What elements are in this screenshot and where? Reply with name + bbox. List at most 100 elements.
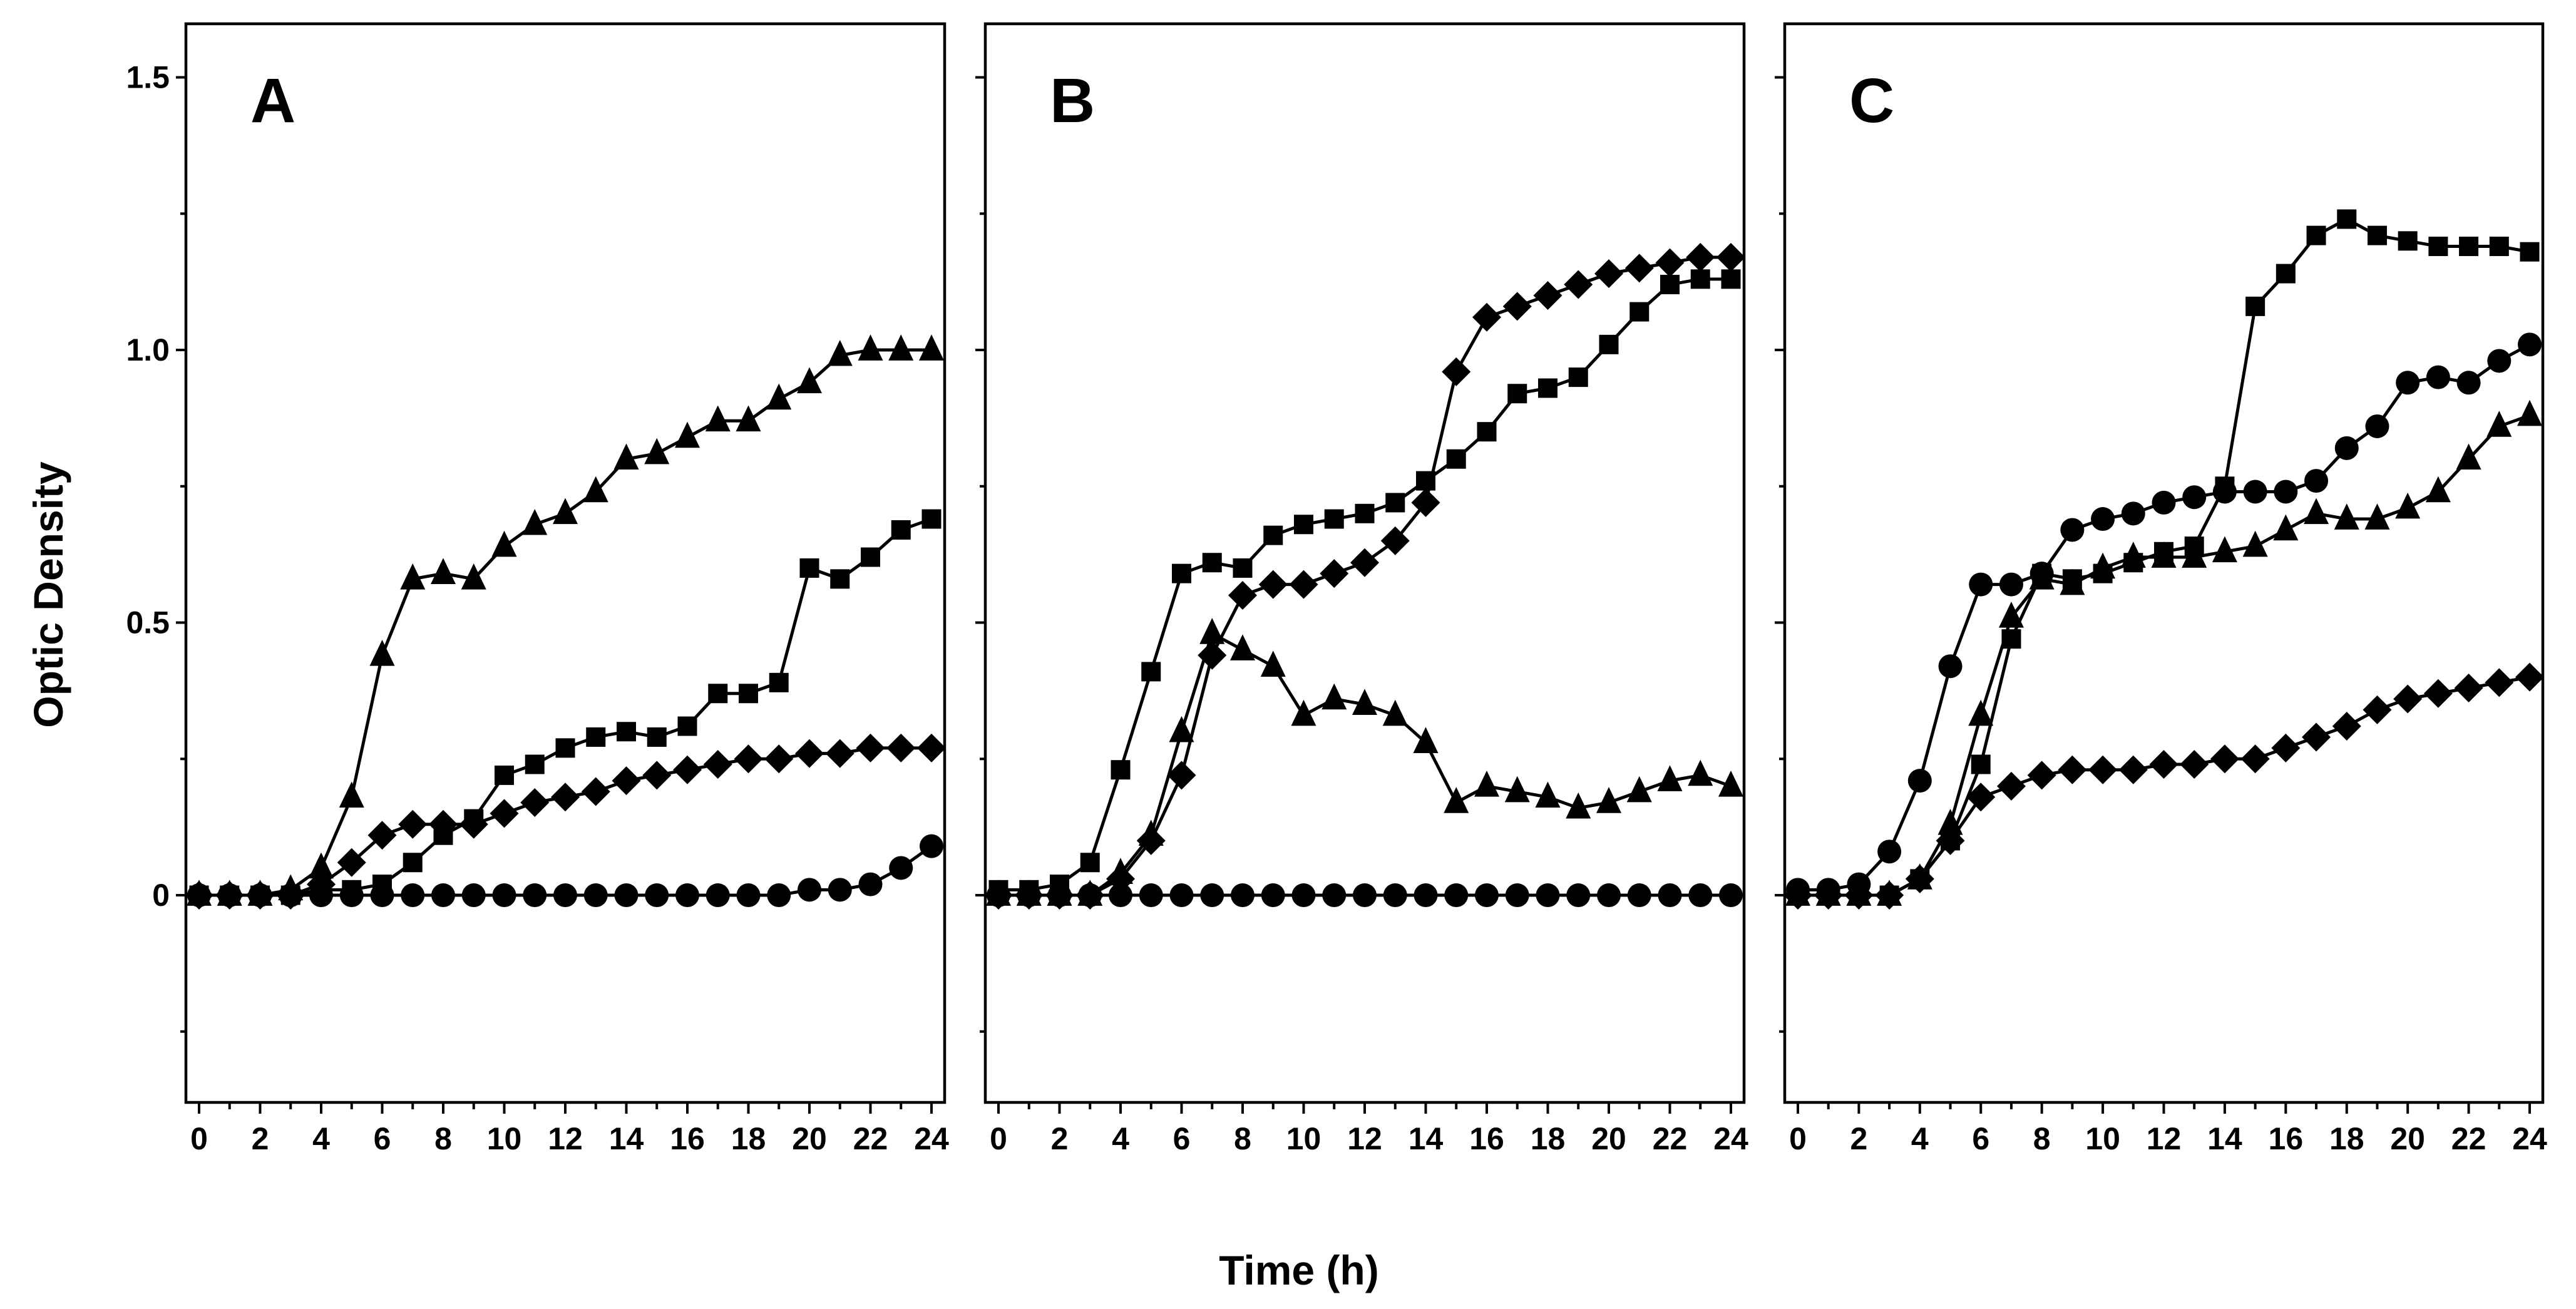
data-point-square [1538, 378, 1557, 398]
x-tick-label: 6 [1173, 1121, 1191, 1156]
data-point-circle [1169, 883, 1194, 908]
data-point-circle [1139, 883, 1163, 908]
data-point-square [769, 672, 789, 692]
data-point-triangle [919, 334, 944, 361]
data-point-triangle [1718, 771, 1743, 797]
data-point-square [1172, 563, 1191, 583]
data-point-triangle [1444, 787, 1469, 813]
data-point-diamond [2393, 684, 2423, 714]
panel-letter: B [1050, 66, 1095, 136]
data-point-triangle [1937, 808, 1963, 835]
x-tick-label: 12 [548, 1121, 583, 1156]
data-point-diamond [1966, 783, 1996, 812]
data-point-circle [523, 883, 547, 908]
data-point-triangle [1108, 858, 1133, 884]
data-point-triangle [309, 852, 334, 879]
data-point-diamond [1905, 864, 1934, 893]
data-point-square [830, 569, 850, 589]
data-point-circle [2121, 501, 2145, 526]
data-point-diamond [764, 744, 794, 774]
x-axis-title: Time (h) [1219, 1247, 1378, 1293]
data-point-circle [1877, 839, 1902, 864]
data-point-diamond [1167, 761, 1196, 790]
x-tick-label: 14 [2207, 1121, 2242, 1156]
data-point-square [1721, 269, 1741, 289]
data-point-triangle [2029, 563, 2055, 590]
data-point-triangle [1504, 776, 1530, 803]
data-point-triangle [1566, 792, 1591, 819]
data-point-diamond [1844, 881, 1874, 910]
series-line [199, 348, 931, 897]
data-point-diamond [703, 749, 732, 779]
data-point-diamond [673, 755, 702, 784]
data-point-triangle [858, 334, 883, 361]
x-tick-label: 16 [1469, 1121, 1504, 1156]
data-point-triangle [553, 498, 578, 525]
data-point-triangle [1169, 716, 1194, 742]
data-point-circle [553, 883, 577, 908]
data-point-circle [248, 883, 272, 908]
data-point-circle [889, 856, 913, 880]
data-point-circle [2518, 332, 2542, 357]
data-point-triangle [766, 383, 792, 410]
data-point-triangle [583, 476, 608, 503]
data-point-triangle [2364, 503, 2390, 530]
data-point-diamond [1472, 302, 1501, 332]
data-point-diamond [1289, 570, 1318, 599]
x-tick-label: 4 [312, 1121, 330, 1156]
y-axis-title: Optic Density [25, 461, 71, 728]
data-point-circle [1047, 883, 1072, 908]
data-point-circle [2274, 480, 2298, 504]
data-point-square [1294, 515, 1313, 535]
data-point-diamond [2485, 668, 2514, 697]
data-point-diamond [1320, 559, 1349, 588]
data-point-triangle [1626, 776, 1652, 803]
x-tick-label: 2 [1850, 1121, 1868, 1156]
data-point-diamond [612, 766, 641, 796]
data-point-circle [1688, 883, 1713, 908]
panel-b: 0 2 4 6 8 10 12 14 16 18 20 22 24B [975, 22, 1748, 1156]
x-tick-label: 22 [853, 1121, 888, 1156]
data-point-triangle [1138, 819, 1164, 846]
data-point-square [525, 754, 545, 774]
data-point-square [555, 738, 575, 758]
x-tick-label: 20 [792, 1121, 827, 1156]
x-tick-label: 24 [2512, 1121, 2547, 1156]
x-tick-label: 8 [1234, 1121, 1251, 1156]
data-point-circle [2243, 480, 2267, 504]
data-point-diamond [337, 848, 366, 877]
data-point-square [1971, 754, 1991, 774]
data-point-circle [675, 883, 699, 908]
data-point-diamond [2088, 755, 2118, 784]
data-point-triangle [1352, 689, 1377, 715]
data-point-circle [2365, 414, 2389, 438]
data-point-circle [645, 883, 669, 908]
data-point-triangle [431, 558, 456, 584]
data-point-triangle [522, 508, 548, 535]
data-point-circle [987, 883, 1010, 908]
data-point-triangle [2151, 542, 2177, 568]
data-point-diamond [2058, 755, 2087, 784]
x-tick-label: 0 [190, 1121, 208, 1156]
data-point-circle [1383, 883, 1407, 908]
data-point-diamond [1624, 254, 1654, 283]
x-tick-label: 18 [2329, 1121, 2364, 1156]
data-point-circle [309, 883, 333, 908]
panel-c: 0 2 4 6 8 10 12 14 16 18 20 22 24C [1775, 22, 2547, 1156]
x-tick-label: 24 [914, 1121, 949, 1156]
data-point-triangle [797, 367, 822, 394]
data-point-triangle [2395, 492, 2421, 519]
data-point-triangle [1596, 787, 1621, 813]
x-tick-label: 6 [1972, 1121, 1989, 1156]
data-point-square [1233, 558, 1253, 578]
data-point-square [2489, 237, 2509, 257]
data-point-square [677, 716, 697, 736]
data-point-diamond [1996, 771, 2026, 801]
data-point-diamond [1258, 570, 1288, 599]
data-point-triangle [2242, 530, 2268, 557]
data-point-circle [492, 883, 516, 908]
data-point-diamond [734, 744, 763, 774]
series-line [1798, 675, 2530, 897]
data-point-diamond [1814, 881, 1843, 910]
